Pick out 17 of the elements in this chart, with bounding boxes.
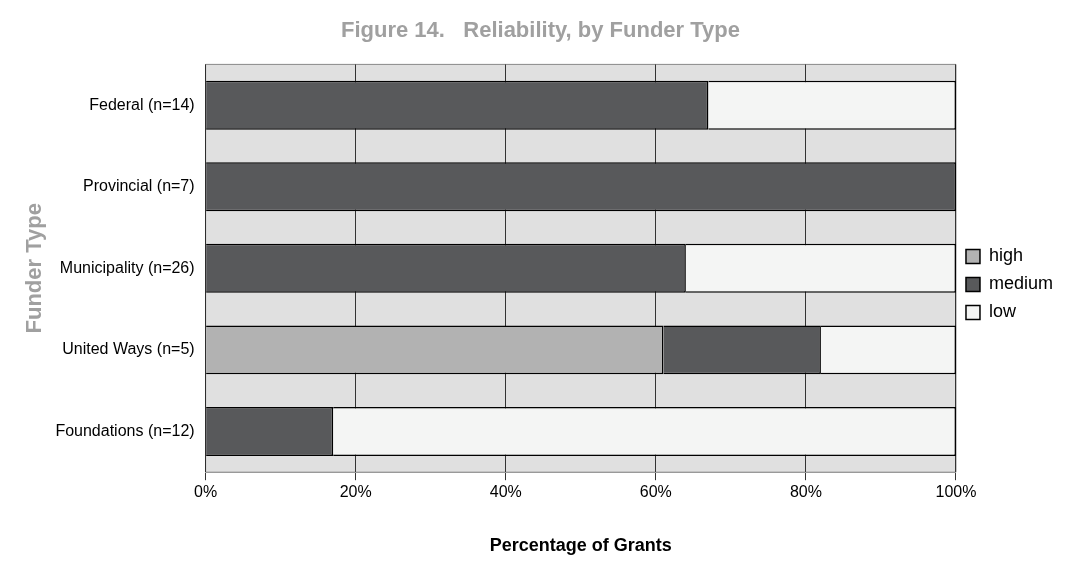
y-axis-title: Funder Type (21, 203, 47, 334)
x-tick-label: 100% (935, 483, 977, 501)
x-tick-label: 20% (339, 483, 372, 501)
chart-title: Figure 14. Reliability, by Funder Type (341, 17, 740, 43)
legend-label: medium (988, 273, 1054, 294)
y-tick-label: Provincial (n=7) (82, 177, 195, 195)
x-tick-label: 40% (489, 483, 522, 501)
x-tick-label: 80% (789, 483, 822, 501)
y-tick-label: United Ways (n=5) (62, 340, 195, 358)
x-tick-label: 60% (639, 483, 672, 501)
legend-label: low (988, 301, 1017, 322)
y-tick-label: Foundations (n=12) (55, 421, 195, 439)
x-tick-label: 0% (194, 483, 218, 501)
y-tick-label: Federal (n=14) (89, 95, 195, 113)
x-axis-title: Percentage of Grants (489, 535, 672, 556)
legend-label: high (988, 245, 1024, 266)
y-tick-label: Municipality (n=26) (59, 258, 195, 276)
